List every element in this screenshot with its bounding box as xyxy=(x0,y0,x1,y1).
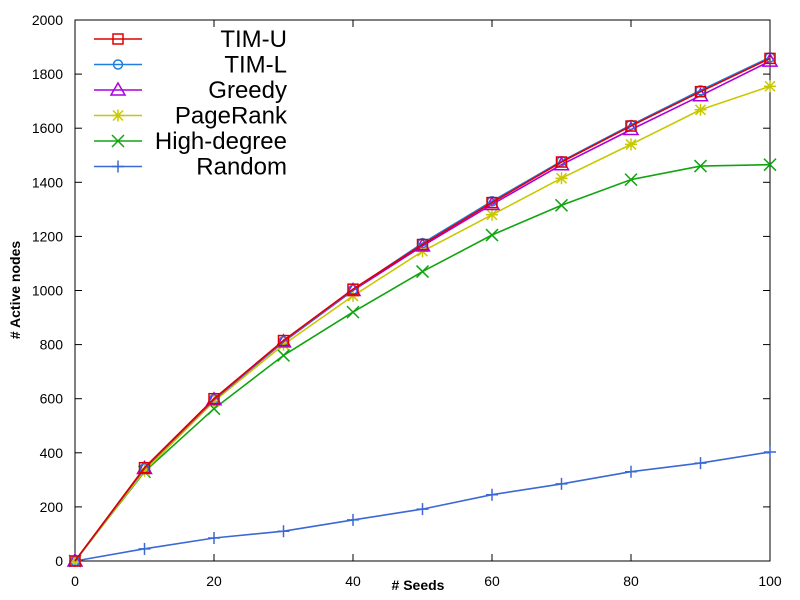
data-point-random xyxy=(138,542,151,555)
data-point-pagerank xyxy=(138,464,151,477)
legend-label: High-degree xyxy=(155,128,287,155)
data-point-pagerank xyxy=(486,208,498,221)
data-point-random xyxy=(555,477,568,490)
data-point-pagerank xyxy=(208,395,220,408)
data-point-high-degree xyxy=(554,198,569,212)
legend-item-tim-l: TIM-L xyxy=(94,52,287,79)
data-point-tim-u xyxy=(69,555,81,567)
data-point-tim-u xyxy=(208,392,220,405)
data-point-pagerank xyxy=(625,138,637,151)
data-point-random xyxy=(416,503,429,516)
series-line-pagerank xyxy=(74,85,771,562)
data-point-random xyxy=(625,465,637,478)
data-point-high-degree xyxy=(346,305,360,319)
series-layer xyxy=(66,52,779,568)
data-point-high-degree xyxy=(693,159,708,173)
legend-label: Random xyxy=(196,154,287,181)
y-tick-label: 800 xyxy=(40,337,64,353)
legend-marker xyxy=(111,134,125,148)
x-tick-label: 20 xyxy=(206,573,222,589)
data-point-tim-u xyxy=(625,120,637,132)
data-point-high-degree xyxy=(276,348,291,362)
legend-label: PageRank xyxy=(175,103,288,130)
plot-frame xyxy=(74,19,771,562)
data-point-pagerank xyxy=(555,172,568,185)
data-point-tim-u xyxy=(416,238,429,251)
data-point-random xyxy=(277,525,290,538)
data-point-tim-u xyxy=(277,334,290,347)
series-tim-u xyxy=(69,52,776,567)
y-tick-label: 600 xyxy=(40,391,64,407)
data-point-pagerank xyxy=(764,80,776,93)
x-tick-label: 100 xyxy=(758,573,782,589)
data-point-tim-u xyxy=(347,283,359,295)
legend-marker xyxy=(112,59,124,70)
series-line-high-degree xyxy=(74,163,771,562)
data-point-greedy xyxy=(136,460,153,475)
data-point-greedy xyxy=(692,87,709,102)
data-point-high-degree xyxy=(485,228,499,242)
data-point-tim-u xyxy=(138,461,151,474)
x-tick-label: 0 xyxy=(71,573,79,589)
legend-item-pagerank: PageRank xyxy=(94,103,288,130)
data-point-random xyxy=(694,457,707,470)
data-point-tim-u xyxy=(694,85,707,98)
y-tick-label: 0 xyxy=(55,553,63,569)
y-axis-title: # Active nodes xyxy=(7,241,23,340)
y-tick-label: 1000 xyxy=(32,283,63,299)
legend-label: Greedy xyxy=(208,77,287,104)
x-tick-label: 60 xyxy=(484,573,500,589)
legend-label: TIM-L xyxy=(224,52,287,79)
legend-marker xyxy=(112,109,124,122)
data-point-high-degree xyxy=(415,265,430,279)
y-tick-label: 400 xyxy=(40,445,64,461)
y-tick-label: 1200 xyxy=(32,228,63,244)
data-point-greedy xyxy=(275,333,292,348)
data-point-random xyxy=(347,513,359,526)
data-point-random xyxy=(486,488,498,501)
y-tick-label: 1800 xyxy=(32,66,63,82)
legend-item-greedy: Greedy xyxy=(94,77,287,104)
axis-ticks: 0 200 400 600 800 1000 1200 1400 1600 1800 2000 0 20… xyxy=(32,12,782,589)
legend-label: TIM-U xyxy=(220,26,287,53)
series-line-tim-u xyxy=(74,57,771,562)
legend: TIM-UTIM-LGreedyPageRankHigh-degreeRando… xyxy=(94,26,288,181)
x-axis-title: # Seeds xyxy=(392,577,445,593)
legend-marker xyxy=(112,33,124,45)
x-tick-label: 80 xyxy=(623,573,639,589)
legend-marker xyxy=(112,160,124,173)
y-tick-label: 2000 xyxy=(32,12,63,28)
legend-item-high-degree: High-degree xyxy=(94,128,287,155)
x-tick-label: 40 xyxy=(345,573,361,589)
data-point-random xyxy=(208,532,220,545)
legend-marker xyxy=(109,81,127,96)
y-tick-label: 1400 xyxy=(32,174,63,190)
y-tick-label: 200 xyxy=(40,499,64,515)
data-point-tim-u xyxy=(555,156,568,168)
data-point-high-degree xyxy=(763,158,777,172)
legend-item-random: Random xyxy=(94,154,287,181)
data-point-pagerank xyxy=(277,338,290,351)
data-point-greedy xyxy=(344,282,362,297)
data-point-tim-u xyxy=(486,196,498,209)
data-point-high-degree xyxy=(624,173,638,187)
data-point-pagerank xyxy=(694,103,707,116)
data-point-random xyxy=(764,445,776,458)
legend-item-tim-u: TIM-U xyxy=(94,26,287,53)
data-point-tim-u xyxy=(764,52,776,65)
data-point-greedy xyxy=(205,391,223,406)
y-tick-label: 1600 xyxy=(32,120,63,136)
series-random xyxy=(69,445,776,567)
